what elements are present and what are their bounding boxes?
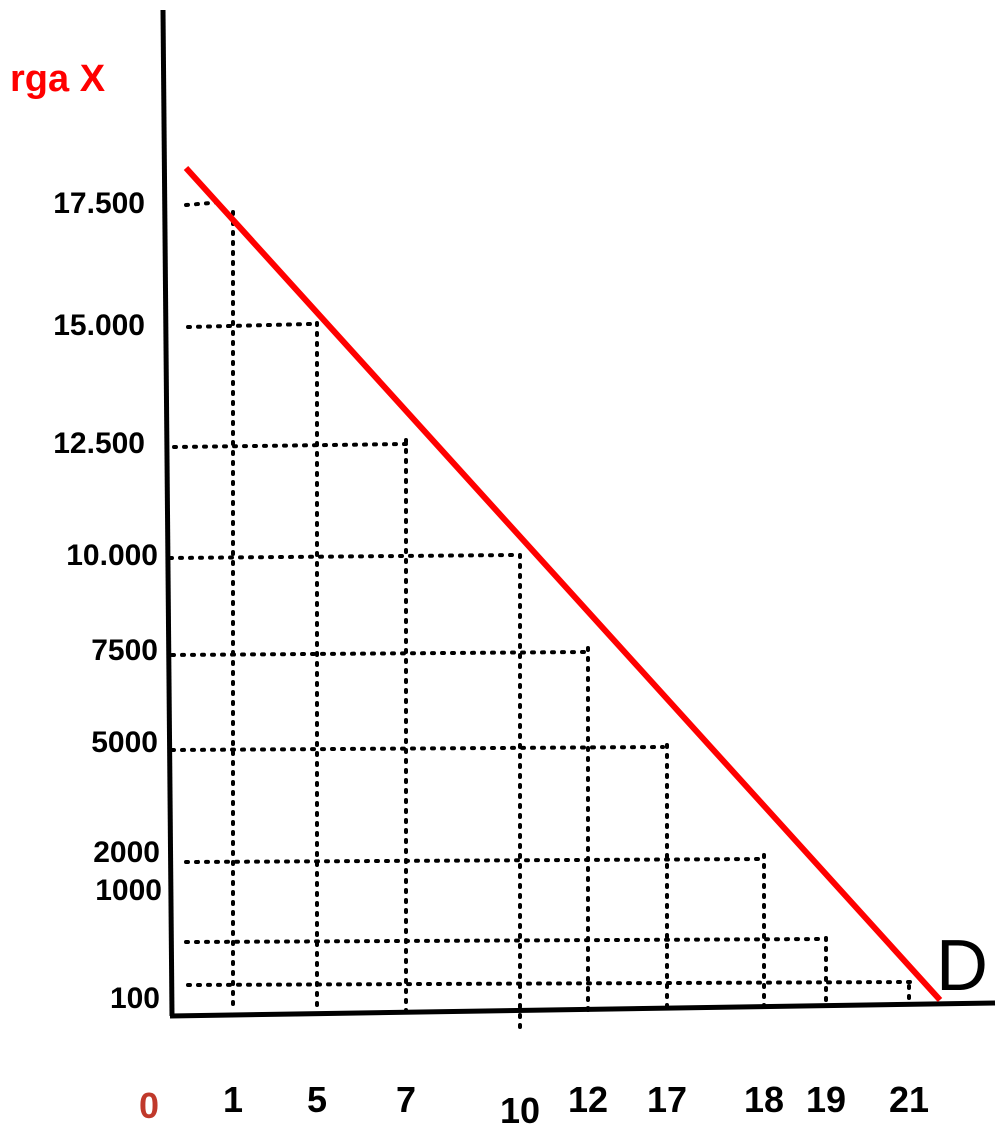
y-tick-label: 1000 [95,874,162,907]
x-axis [169,1000,996,1019]
x-tick-label: 17 [647,1079,687,1120]
curve-label-D: D [936,926,988,1006]
demand-curve-line [183,165,943,1003]
x-tick-label: 10 [500,1090,540,1131]
y-axis-label: rga X [10,58,106,100]
y-tick-label: 17.500 [53,187,145,220]
x-tick-label: 7 [396,1079,416,1120]
y-tick-label: 10.000 [66,539,158,572]
y-tick-label: 2000 [93,836,160,869]
y-axis [160,9,175,1017]
horizontal-guide [168,553,516,560]
origin-label: 0 [139,1085,159,1126]
x-tick-label: 19 [806,1079,846,1120]
guide-grid [168,200,912,1032]
horizontal-guide [170,745,665,752]
horizontal-guide [172,442,410,449]
horizontal-guide [184,937,828,944]
horizontal-guide [186,322,312,329]
y-tick-label: 7500 [91,634,158,667]
x-tick-label: 5 [307,1079,327,1120]
x-tick-label: 21 [889,1079,929,1120]
x-tick-label: 1 [223,1079,243,1120]
x-tick-label: 18 [744,1079,784,1120]
horizontal-guide [184,857,764,864]
x-tick-label: 12 [568,1079,608,1120]
y-tick-label: 100 [110,982,160,1015]
y-tick-label: 12.500 [53,427,145,460]
y-tick-label: 5000 [91,726,158,759]
horizontal-guide [186,980,912,987]
y-tick-label: 15.000 [53,309,145,342]
horizontal-guide [170,650,588,657]
